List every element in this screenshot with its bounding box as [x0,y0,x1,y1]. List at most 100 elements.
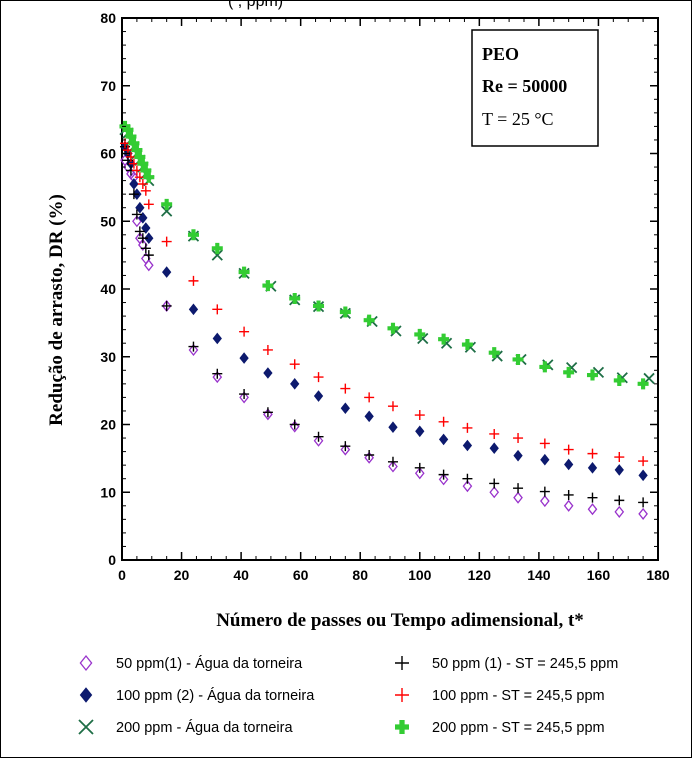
data-point [313,300,325,312]
data-point [138,212,148,224]
data-point [539,486,550,497]
data-point [638,469,648,482]
legend-entry: 100 ppm (2) - Água da torneira [79,687,315,704]
annotation-reynolds: Re = 50000 [482,76,567,96]
y-tick-label: 30 [100,349,116,365]
y-tick-label: 20 [100,417,116,433]
data-point [187,229,199,241]
data-point [587,462,598,474]
data-point [438,416,449,427]
legend-entry: 200 ppm - ST = 245,5 ppm [395,720,605,736]
data-point [513,491,523,504]
data-point [461,339,473,351]
data-point [462,480,473,493]
data-point [414,328,426,340]
data-point [563,366,575,378]
data-point [614,505,625,518]
data-point [387,401,398,412]
legend: 50 ppm(1) - Água da torneira 100 ppm (2) … [78,654,618,736]
data-point [161,236,172,247]
data-point [363,314,375,326]
data-point [637,378,649,390]
data-point [212,332,222,345]
data-point [414,410,425,421]
data-point [388,460,398,473]
data-point [289,359,300,370]
data-point [415,425,425,438]
y-tick-label: 50 [100,213,116,229]
annotation-polymer: PEO [482,44,519,64]
data-point [563,444,574,455]
data-point [540,495,550,508]
legend-marker [395,720,409,734]
data-point [364,392,375,403]
data-point [340,402,350,415]
annotation-border [471,29,599,147]
data-point [289,419,300,430]
data-point [211,242,223,254]
data-point [161,205,173,217]
data-point [212,304,223,315]
axes: 0 20 40 60 80 100 120 140 160 180 0 10 20 30 40 50 60 70 8… [100,10,669,583]
data-point [438,469,449,480]
data-point [540,453,550,466]
data-marks [119,120,655,520]
data-point [340,441,351,452]
x-tick-label: 180 [646,567,670,583]
y-tick-label: 60 [100,146,116,162]
legend-entry: 100 ppm - ST = 245,5 ppm [395,688,605,704]
data-point [262,407,273,418]
data-point [462,473,473,484]
data-point [364,451,374,464]
data-point [438,433,449,446]
data-point [438,333,450,345]
data-point [512,353,524,365]
data-point [161,300,172,311]
legend-marker [79,654,93,672]
data-point [638,456,649,467]
data-point [188,343,199,357]
data-point [239,391,249,404]
data-point [539,361,551,373]
series-6 [119,120,649,390]
annotation-box: PEO Re = 50000 T = 25 °C [471,29,599,147]
data-point [144,232,154,244]
data-point [489,442,499,455]
data-point [262,344,273,355]
data-point [564,458,574,471]
data-point [129,178,139,190]
data-point [239,352,249,364]
data-point [263,367,273,379]
data-point [131,165,142,176]
data-point [137,178,148,189]
legend-label: 200 ppm - Água da torneira [116,719,293,736]
data-point [587,448,598,459]
data-point [135,201,145,214]
data-point [488,347,500,359]
data-point [290,378,300,390]
data-point [141,222,151,234]
data-point [128,189,139,200]
data-point [614,464,624,476]
x-tick-label: 100 [408,567,432,583]
data-point [134,151,146,163]
data-point [262,280,274,292]
legend-entry: 50 ppm(1) - Água da torneira [79,654,303,672]
data-point [638,497,649,508]
chart-title-fragment: ( , ppm) [228,0,283,10]
data-point [613,374,625,386]
data-point [289,292,301,304]
legend-entry: 50 ppm (1) - ST = 245,5 ppm [395,656,618,672]
y-axis-title: Redução de arrasto, DR (%) [46,194,67,426]
legend-marker [78,719,94,735]
data-point [614,452,625,463]
data-point [586,369,598,381]
data-point [513,449,523,462]
data-point [489,486,500,499]
data-point [137,233,148,244]
series-2 [120,140,648,482]
data-point [143,199,154,210]
annotation-temperature: T = 25 °C [482,109,554,129]
